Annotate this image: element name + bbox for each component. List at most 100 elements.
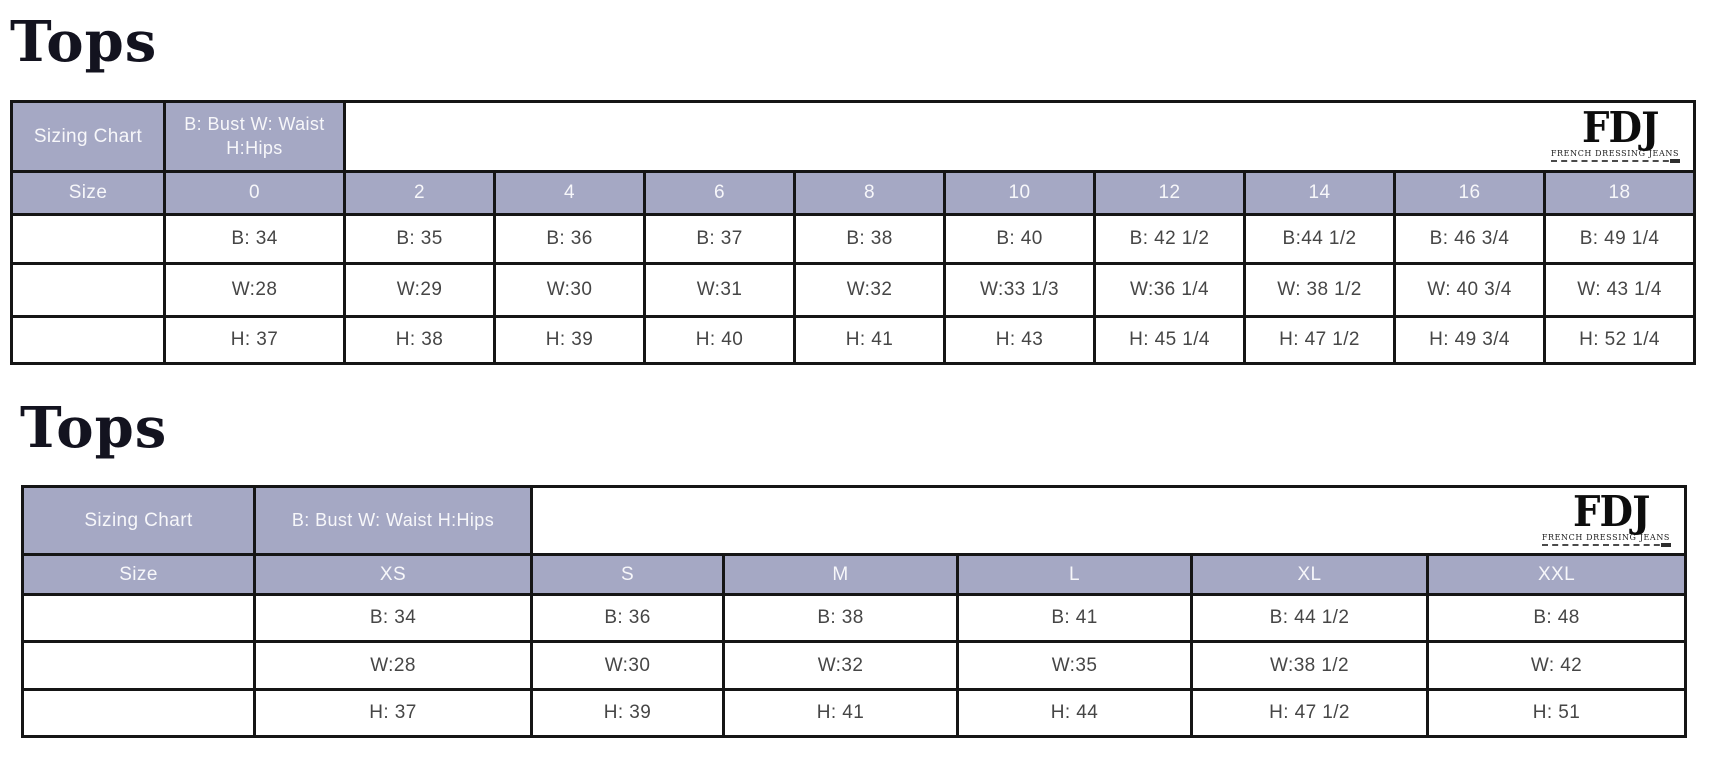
size-header-cell: 16	[1393, 170, 1546, 216]
header-row: Sizing Chart B: Bust W: Waist H:Hips FDJ…	[21, 485, 1687, 556]
size-header-cell: 18	[1542, 170, 1697, 216]
waist-cell: W:30	[493, 262, 646, 318]
size-header-cell: S	[530, 553, 725, 596]
bust-cell: B: 46 3/4	[1393, 213, 1546, 265]
size-header-cell: M	[722, 553, 959, 596]
blank-cell	[10, 213, 166, 265]
hips-row: H: 37 H: 39 H: 41 H: 44 H: 47 1/2 H: 51	[21, 688, 1687, 738]
waist-cell: W:36 1/4	[1093, 262, 1246, 318]
logo-cell: FDJ FRENCH DRESSING JEANS	[342, 100, 1697, 173]
waist-cell: W:33 1/3	[943, 262, 1096, 318]
hips-cell: H: 37	[253, 688, 533, 738]
fdj-logo-text: FDJ	[1572, 487, 1650, 537]
hips-cell: H: 41	[793, 315, 946, 365]
sizing-chart-label-cell: Sizing Chart	[10, 100, 166, 173]
size-header-cell: L	[956, 553, 1193, 596]
bust-cell: B: 41	[956, 593, 1193, 643]
bust-cell: B: 37	[643, 213, 796, 265]
hips-cell: H: 39	[530, 688, 725, 738]
hips-cell: H: 44	[956, 688, 1193, 738]
waist-cell: W:28	[163, 262, 346, 318]
size-header-cell: 10	[943, 170, 1096, 216]
logo-cell: FDJ FRENCH DRESSING JEANS	[530, 485, 1687, 556]
waist-row: W:28 W:30 W:32 W:35 W:38 1/2 W: 42	[21, 640, 1687, 691]
hips-row: H: 37 H: 38 H: 39 H: 40 H: 41 H: 43 H: 4…	[10, 315, 1697, 365]
bust-cell: B: 36	[530, 593, 725, 643]
legend-cell: B: Bust W: Waist H:Hips	[163, 100, 346, 173]
bust-cell: B: 35	[343, 213, 496, 265]
size-header-cell: 0	[163, 170, 346, 216]
blank-cell	[21, 640, 256, 691]
hips-cell: H: 51	[1426, 688, 1687, 738]
tops-numeric-sizing-table: Sizing Chart B: Bust W: Waist H:Hips FDJ…	[10, 100, 1697, 365]
bust-cell: B: 42 1/2	[1093, 213, 1246, 265]
bust-cell: B: 36	[493, 213, 646, 265]
waist-row: W:28 W:29 W:30 W:31 W:32 W:33 1/3 W:36 1…	[10, 262, 1697, 318]
legend-cell: B: Bust W: Waist H:Hips	[253, 485, 533, 556]
hips-cell: H: 41	[722, 688, 959, 738]
header-row: Sizing Chart B: Bust W: Waist H:Hips FDJ…	[10, 100, 1697, 173]
section2-title: Tops	[20, 395, 168, 461]
fdj-logo: FDJ FRENCH DRESSING JEANS	[1550, 103, 1681, 165]
waist-cell: W:28	[253, 640, 533, 691]
waist-cell: W: 40 3/4	[1393, 262, 1546, 318]
fdj-logo-tagline: FRENCH DRESSING JEANS	[1541, 532, 1670, 542]
waist-cell: W:38 1/2	[1190, 640, 1429, 691]
hips-cell: H: 39	[493, 315, 646, 365]
blank-cell	[21, 688, 256, 738]
size-header-cell: 8	[793, 170, 946, 216]
hips-cell: H: 52 1/4	[1542, 315, 1697, 365]
waist-cell: W: 38 1/2	[1243, 262, 1396, 318]
size-header-cell: XXL	[1426, 553, 1687, 596]
waist-cell: W:32	[722, 640, 959, 691]
blank-cell	[21, 593, 256, 643]
waist-cell: W:31	[643, 262, 796, 318]
hips-cell: H: 37	[163, 315, 346, 365]
size-header-row: Size 0 2 4 6 8 10 12 14 16 18	[10, 170, 1697, 216]
bust-cell: B: 40	[943, 213, 1096, 265]
size-header-cell: XS	[253, 553, 533, 596]
size-header-cell: XL	[1190, 553, 1429, 596]
bust-cell: B: 34	[253, 593, 533, 643]
bust-cell: B: 48	[1426, 593, 1687, 643]
bust-cell: B: 49 1/4	[1542, 213, 1697, 265]
size-label-cell: Size	[21, 553, 256, 596]
blank-cell	[10, 315, 166, 365]
bust-cell: B: 34	[163, 213, 346, 265]
tops-letter-sizing-table: Sizing Chart B: Bust W: Waist H:Hips FDJ…	[21, 485, 1687, 738]
section1-title: Tops	[10, 9, 158, 75]
hips-cell: H: 43	[943, 315, 1096, 365]
size-header-cell: 14	[1243, 170, 1396, 216]
hips-cell: H: 45 1/4	[1093, 315, 1246, 365]
fdj-logo-dashed-rule	[1550, 158, 1681, 165]
bust-row: B: 34 B: 36 B: 38 B: 41 B: 44 1/2 B: 48	[21, 593, 1687, 643]
waist-cell: W:29	[343, 262, 496, 318]
size-header-cell: 2	[343, 170, 496, 216]
hips-cell: H: 38	[343, 315, 496, 365]
hips-cell: H: 47 1/2	[1190, 688, 1429, 738]
size-header-row: Size XS S M L XL XXL	[21, 553, 1687, 596]
size-label-cell: Size	[10, 170, 166, 216]
sizing-chart-label-cell: Sizing Chart	[21, 485, 256, 556]
hips-cell: H: 40	[643, 315, 796, 365]
waist-cell: W:30	[530, 640, 725, 691]
bust-cell: B:44 1/2	[1243, 213, 1396, 265]
fdj-logo: FDJ FRENCH DRESSING JEANS	[1541, 487, 1672, 549]
bust-cell: B: 38	[793, 213, 946, 265]
waist-cell: W: 43 1/4	[1542, 262, 1697, 318]
bust-row: B: 34 B: 35 B: 36 B: 37 B: 38 B: 40 B: 4…	[10, 213, 1697, 265]
bust-cell: B: 38	[722, 593, 959, 643]
size-header-cell: 12	[1093, 170, 1246, 216]
bust-cell: B: 44 1/2	[1190, 593, 1429, 643]
size-header-cell: 4	[493, 170, 646, 216]
hips-cell: H: 47 1/2	[1243, 315, 1396, 365]
waist-cell: W:35	[956, 640, 1193, 691]
fdj-logo-dashed-rule	[1541, 542, 1672, 549]
fdj-logo-tagline: FRENCH DRESSING JEANS	[1550, 148, 1680, 158]
waist-cell: W: 42	[1426, 640, 1687, 691]
fdj-logo-text: FDJ	[1581, 103, 1659, 153]
hips-cell: H: 49 3/4	[1393, 315, 1546, 365]
size-header-cell: 6	[643, 170, 796, 216]
blank-cell	[10, 262, 166, 318]
